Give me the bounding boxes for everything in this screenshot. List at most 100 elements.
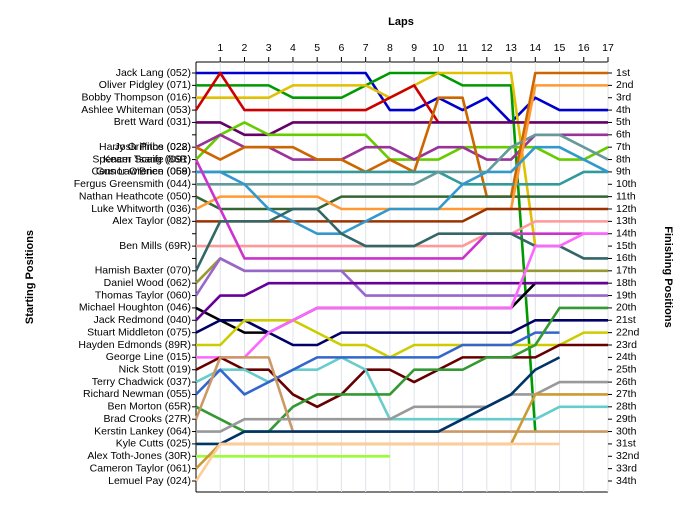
y2-tick-label: 3rd: [616, 92, 631, 104]
legend-label: Gus Lawrence (068): [96, 166, 191, 178]
y2-tick-label: 18th: [616, 277, 637, 289]
driver-line: [196, 145, 609, 236]
y-axis-title: Starting Positions: [24, 230, 36, 324]
x-tick-label: 7: [363, 42, 369, 54]
y2-tick-label: 10th: [616, 178, 637, 190]
driver-line: [196, 121, 608, 137]
y2-tick-label: 14th: [616, 228, 637, 240]
legend-label: Connor O'Brien (059): [92, 166, 191, 178]
legend-label: Kearn Tsang (86R): [103, 153, 191, 165]
x-tick-label: 1: [217, 42, 223, 54]
legend-label: Josh Price (028): [115, 141, 191, 153]
x-tick-label: 13: [505, 42, 517, 54]
x-tick-label: 9: [411, 42, 417, 54]
legend-label: Ashlee Whiteman (053): [81, 104, 191, 116]
x-tick-label: 12: [481, 42, 493, 54]
x-tick-label: 17: [602, 42, 614, 54]
y2-tick-label: 8th: [616, 153, 631, 165]
legend-label: Jack Lang (052): [116, 67, 191, 79]
driver-line: [196, 71, 608, 124]
y2-tick-label: 6th: [616, 129, 631, 141]
legend-label: Fergus Greensmith (044): [74, 178, 191, 190]
driver-line: [195, 356, 608, 421]
driver-line: [195, 331, 560, 396]
legend-label: Nick Stott (019): [119, 364, 191, 376]
legend-label: George Line (015): [106, 351, 191, 363]
chart-title: Laps: [388, 16, 414, 28]
driver-line: [195, 281, 608, 322]
y2-tick-label: 26th: [616, 376, 637, 388]
x-tick-label: 6: [338, 42, 344, 54]
x-tick-label: 2: [242, 42, 248, 54]
legend-label: Oliver Pidgley (071): [99, 79, 191, 91]
legend-label: Lemuel Pay (024): [108, 475, 191, 487]
y2-tick-label: 34th: [616, 475, 637, 487]
driver-line: [196, 71, 537, 247]
y2-tick-label: 4th: [616, 104, 631, 116]
y2-tick-label: 16th: [616, 252, 637, 264]
driver-line: [196, 318, 608, 359]
driver-line: [195, 195, 608, 211]
y2-tick-label: 23rd: [616, 339, 637, 351]
driver-line: [196, 380, 608, 433]
legend-label: Nathan Heathcote (050): [79, 190, 191, 202]
legend-label: Cameron Taylor (061): [90, 462, 191, 474]
y2-tick-label: 21st: [616, 314, 636, 326]
y2-tick-label: 31st: [616, 438, 636, 450]
y2-tick-label: 17th: [616, 265, 637, 277]
y2-tick-label: 20th: [616, 302, 637, 314]
y2-tick-label: 1st: [616, 67, 630, 79]
x-tick-label: 3: [266, 42, 272, 54]
legend-label: Spencer Scaife (091): [92, 153, 191, 165]
legend-label: Alex Toth-Jones (30R): [87, 450, 191, 462]
legend-label: Michael Houghton (046): [79, 302, 191, 314]
y2-tick-label: 7th: [616, 141, 631, 153]
driver-line: [196, 133, 609, 186]
y2-tick-label: 11th: [616, 190, 636, 202]
legend-label: Terry Chadwick (037): [92, 376, 191, 388]
legend-label: Hamish Baxter (070): [95, 265, 191, 277]
driver-line: [196, 232, 608, 359]
y2-tick-label: 12th: [616, 203, 637, 215]
legend-label: Thomas Taylor (060): [95, 289, 191, 301]
legend-label: Kerstin Lankey (064): [94, 425, 191, 437]
x-tick-label: 4: [290, 42, 296, 54]
y2-tick-label: 13th: [616, 215, 637, 227]
y2-tick-label: 19th: [616, 289, 637, 301]
x-tick-label: 16: [578, 42, 590, 54]
x-tick-label: 10: [433, 42, 445, 54]
y2-tick-label: 15th: [616, 240, 637, 252]
x-tick-label: 15: [554, 42, 566, 54]
legend-label: Ben Morton (65R): [108, 401, 191, 413]
legend-label: Alex Taylor (082): [112, 215, 191, 227]
y2-tick-label: 32nd: [616, 450, 640, 462]
legend-label: Ben Mills (69R): [119, 240, 191, 252]
y2-tick-label: 2nd: [616, 79, 634, 91]
legend-label: Hayden Edmonds (89R): [78, 339, 191, 351]
legend-label: Brad Crooks (27R): [103, 413, 191, 425]
driver-line: [195, 121, 609, 161]
y2-tick-label: 24th: [616, 351, 637, 363]
y2-tick-label: 27th: [616, 388, 637, 400]
driver-line: [194, 442, 560, 482]
driver-line: [194, 71, 440, 124]
y2-tick-label: 5th: [616, 116, 631, 128]
x-tick-label: 11: [457, 42, 468, 54]
driver-line: [194, 158, 608, 260]
y2-tick-label: 25th: [616, 364, 637, 376]
legend-label: Bobby Thompson (016): [81, 92, 191, 104]
legend-label: Stuart Middleton (075): [87, 326, 191, 338]
x-tick-label: 14: [529, 42, 541, 54]
legend-label: Jack Redmond (040): [94, 314, 191, 326]
legend-label: Daniel Wood (062): [104, 277, 191, 289]
driver-line: [196, 170, 608, 186]
y2-tick-label: 22nd: [616, 326, 640, 338]
legend-label: Richard Newman (055): [83, 388, 191, 400]
driver-line: [195, 318, 608, 347]
driver-line: [196, 356, 561, 446]
x-tick-label: 8: [387, 42, 393, 54]
y2-tick-label: 30th: [616, 425, 637, 437]
y2-tick-label: 28th: [616, 401, 637, 413]
driver-line: [195, 71, 608, 198]
